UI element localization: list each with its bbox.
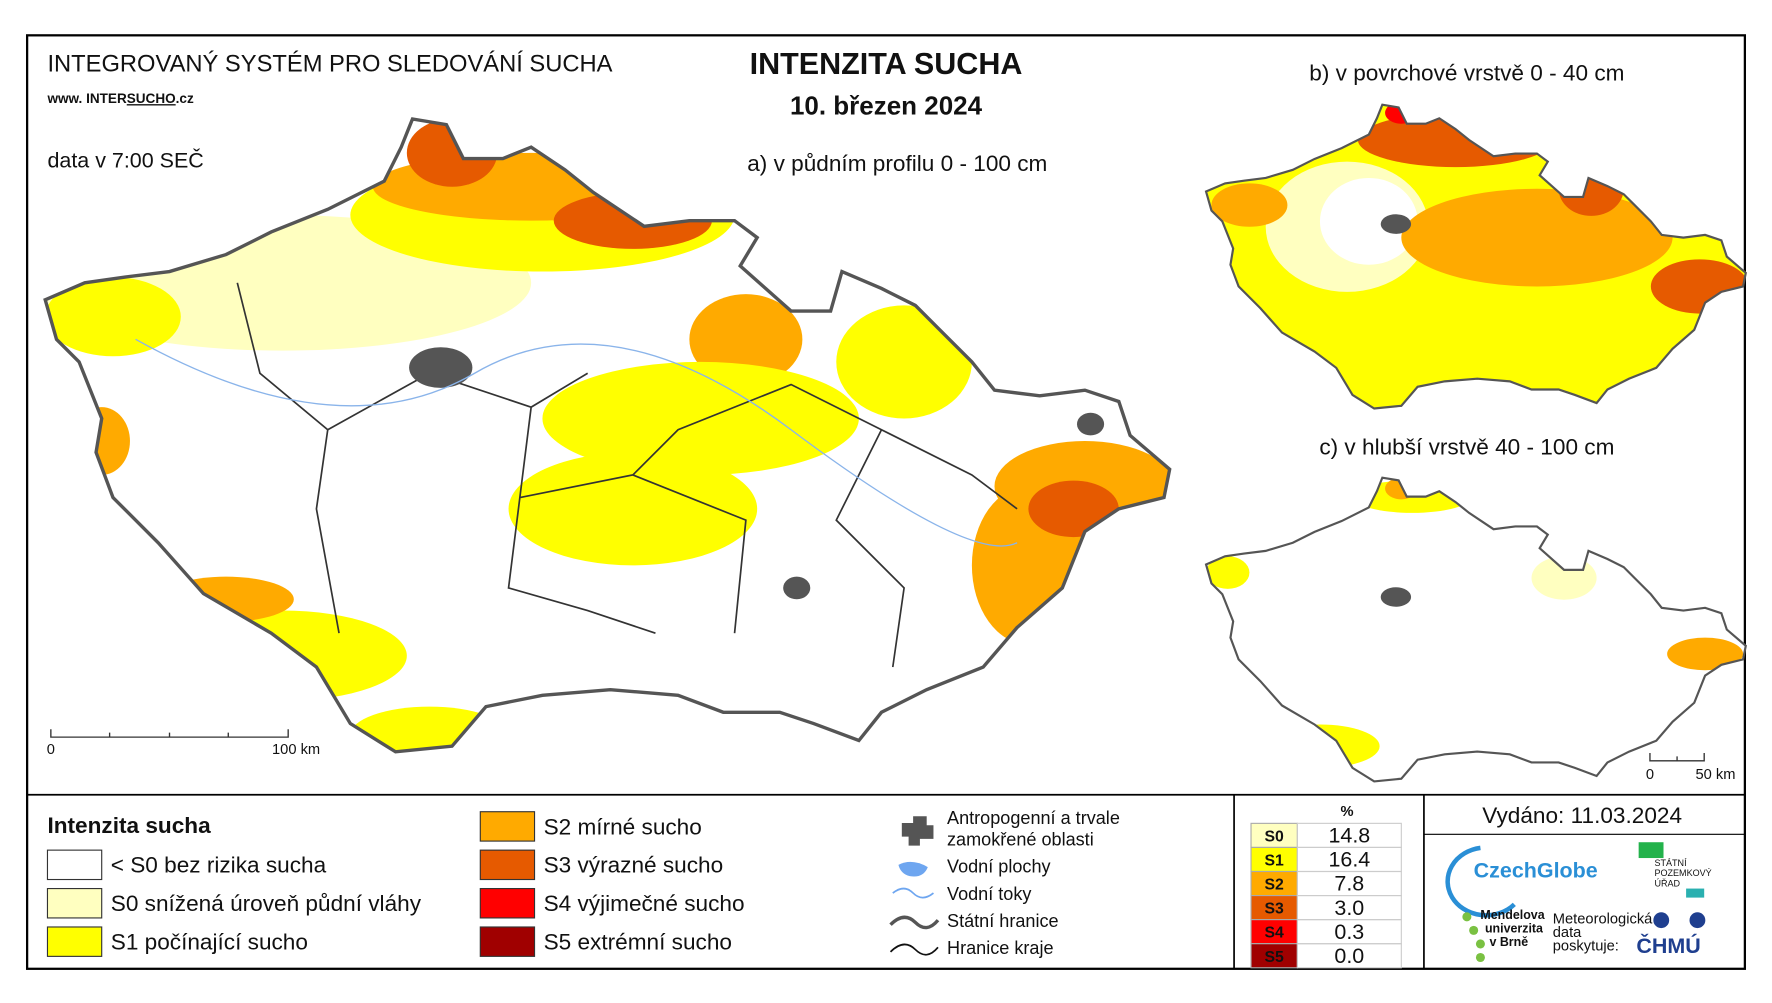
stream-icon	[892, 887, 934, 899]
stats-code: S1	[1265, 853, 1285, 870]
legend-title: Intenzita sucha	[47, 813, 211, 838]
spu-logo: STÁTNÍ	[1654, 858, 1687, 868]
feature-label: Státní hranice	[947, 911, 1059, 931]
meteo-text: poskytuje:	[1553, 939, 1619, 955]
stats-cell	[1296, 943, 1402, 969]
legend-label: < S0 bez rizika sucha	[111, 853, 327, 878]
legend-swatch	[479, 926, 536, 957]
meteo-text: data	[1553, 925, 1582, 941]
feature-label: Vodní toky	[947, 884, 1031, 904]
feature-label: Vodní plochy	[947, 857, 1051, 877]
deep-scale-bar: 0 50 km	[1646, 752, 1735, 783]
stats-code: S4	[1265, 925, 1285, 942]
feature-label: zamokřené oblasti	[947, 830, 1094, 850]
data-time: data v 7:00 SEČ	[47, 148, 203, 173]
legend-swatch	[479, 849, 536, 881]
stats-value: 14.8	[1328, 824, 1370, 848]
chmu-logo: ČHMÚ	[1636, 933, 1700, 958]
legend-label: S3 výrazné sucho	[544, 853, 724, 878]
website-prefix: www. INTER	[46, 91, 126, 106]
website-suffix: .cz	[176, 91, 194, 106]
stats-header: %	[1341, 804, 1354, 820]
issued: Vydáno: 11.03.2024	[1482, 803, 1682, 828]
stats-swatch	[1250, 943, 1298, 969]
legend: < S0 bez rizika sucha S0 snížená úroveň p…	[46, 811, 745, 957]
scale-start: 0	[47, 742, 55, 758]
stats-value: 16.4	[1328, 848, 1370, 872]
date: 10. březen 2024	[790, 90, 983, 120]
feature-label: Hranice kraje	[947, 938, 1054, 958]
feature-label: Antropogenní a trvale	[947, 808, 1120, 828]
mendel-logo: univerzita	[1485, 922, 1543, 936]
mendel-dot	[1462, 912, 1472, 922]
spu-logo: POZEMKOVÝ	[1654, 868, 1711, 878]
title: INTENZITA SUCHA	[750, 47, 1023, 81]
legend-swatch	[479, 811, 536, 842]
stats-code: S5	[1265, 949, 1285, 966]
spu-icon	[1686, 888, 1705, 898]
region-border-icon	[889, 943, 939, 956]
stats-value: 0.3	[1334, 920, 1364, 944]
spu-logo: ÚŘAD	[1654, 878, 1680, 888]
spu-icon	[1638, 842, 1664, 859]
stats-value: 7.8	[1334, 872, 1364, 896]
stats-code: S2	[1265, 877, 1285, 894]
chmu-dot	[1653, 912, 1670, 929]
legend-label: S1 počínající sucho	[111, 930, 308, 955]
state-border-icon	[889, 915, 940, 930]
scale-end: 50 km	[1695, 767, 1735, 783]
surface-map-label: b) v povrchové vrstvě 0 - 40 cm	[1309, 61, 1624, 86]
czechglobe-logo: CzechGlobe	[1474, 858, 1598, 882]
stats-value: 0.0	[1334, 944, 1364, 968]
legend-label: S0 snížená úroveň půdní vláhy	[111, 891, 422, 916]
mendel-dot	[1475, 939, 1485, 949]
system-name: INTEGROVANÝ SYSTÉM PRO SLEDOVÁNÍ SUCHA	[47, 50, 612, 77]
czechglobe-arc	[1445, 845, 1516, 918]
website: www. INTERSUCHO.cz	[46, 91, 194, 106]
legend-swatch	[46, 887, 103, 919]
meteo-text: Meteorologická	[1553, 912, 1653, 928]
deep-map-label: c) v hlubší vrstvě 40 - 100 cm	[1319, 435, 1614, 460]
main-scale-bar: 0 100 km	[47, 729, 320, 758]
scale-end: 100 km	[272, 742, 320, 758]
stats-code: S0	[1265, 828, 1285, 845]
mendel-dot	[1475, 952, 1485, 963]
main-map-label: a) v půdním profilu 0 - 100 cm	[747, 151, 1047, 176]
stats-table: % S0 14.8 S1 16.4 S2 7.8 S3 3.0 S4 0.3 S5 0.0	[1250, 804, 1402, 969]
chmu-dot	[1689, 912, 1706, 929]
logos: CzechGlobe STÁTNÍ POZEMKOVÝ ÚŘAD Mendelo…	[1445, 842, 1712, 963]
scale-start: 0	[1646, 767, 1654, 783]
stats-code: S3	[1265, 901, 1285, 918]
legend-label: S2 mírné sucho	[544, 814, 702, 839]
water-icon	[898, 861, 928, 877]
mendel-logo: v Brně	[1489, 935, 1528, 949]
legend-label: S4 výjimečné sucho	[544, 891, 745, 916]
legend-swatch	[46, 926, 103, 957]
stats-value: 3.0	[1334, 896, 1364, 920]
mendel-dot	[1469, 925, 1479, 935]
anthropogenic-icon	[901, 816, 934, 846]
stats-swatch	[1250, 846, 1298, 873]
mendel-logo: Mendelova	[1480, 908, 1544, 922]
features-legend: Antropogenní a trvale zamokřené oblasti …	[889, 808, 1120, 958]
legend-label: S5 extrémní sucho	[544, 930, 732, 955]
legend-swatch	[46, 849, 103, 881]
website-highlight: SUCHO	[127, 91, 176, 106]
legend-swatch	[479, 887, 536, 919]
